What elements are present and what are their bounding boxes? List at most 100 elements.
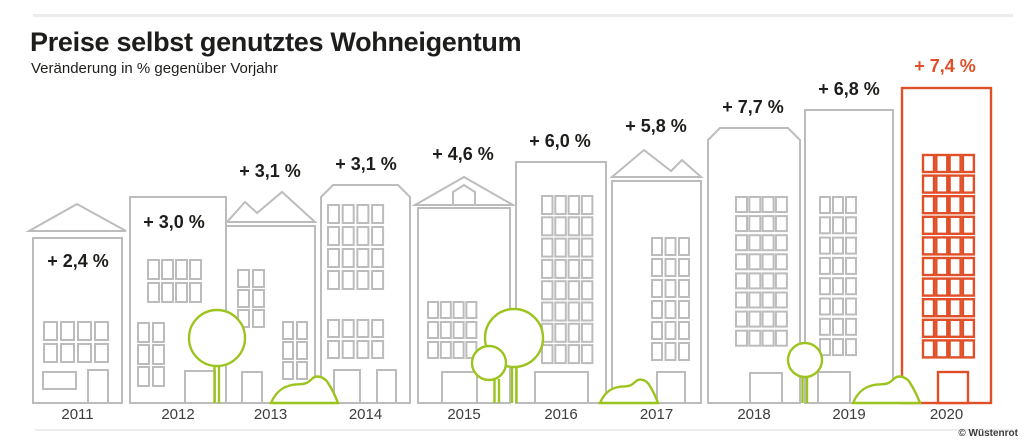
window-icon: [774, 234, 788, 252]
window-icon: [327, 340, 340, 359]
window-icon: [94, 343, 109, 363]
window-icon: [580, 344, 594, 365]
window-icon: [371, 248, 385, 268]
window-icon: [761, 234, 775, 252]
window-icon: [567, 322, 581, 343]
window-icon: [580, 195, 594, 215]
window-icon: [819, 317, 831, 336]
door-icon: [656, 371, 686, 404]
window-icon: [819, 236, 831, 255]
window-icon: [580, 258, 594, 279]
window-icon: [356, 340, 370, 359]
window-icon: [327, 270, 340, 290]
building-2018: [707, 127, 801, 404]
door-icon: [817, 371, 851, 404]
building-2014: [320, 184, 411, 404]
window-icon: [252, 269, 265, 288]
window-icon: [296, 341, 308, 360]
window-icon: [356, 270, 370, 290]
window-icon: [327, 248, 340, 268]
value-label-2015: + 4,6 %: [432, 144, 494, 164]
window-icon: [761, 291, 775, 309]
window-icon: [43, 321, 58, 341]
tree-icon: [187, 308, 247, 368]
window-icon: [341, 248, 355, 268]
window-icon: [580, 301, 594, 322]
window-icon: [371, 340, 385, 359]
window-icon: [237, 289, 250, 308]
window-icon: [735, 253, 748, 271]
window-icon: [961, 153, 976, 174]
window-icon: [341, 319, 355, 338]
window-icon: [921, 215, 936, 236]
window-icon: [465, 321, 478, 339]
window-icon: [819, 277, 831, 296]
window-icon: [664, 342, 677, 361]
window-icon: [77, 343, 92, 363]
window-icon: [237, 269, 250, 288]
window-icon: [774, 215, 788, 233]
value-label-2016: + 6,0 %: [529, 131, 591, 151]
window-icon: [921, 318, 936, 338]
window-icon: [77, 321, 92, 341]
window-icon: [748, 253, 762, 271]
window-icon: [845, 236, 857, 255]
window-icon: [921, 236, 936, 256]
window-icon: [651, 321, 663, 340]
window-icon: [748, 310, 762, 328]
value-label-2014: + 3,1 %: [335, 154, 397, 174]
window-icon: [921, 339, 936, 359]
window-icon: [948, 298, 962, 318]
window-icon: [832, 196, 844, 214]
window-icon: [948, 318, 962, 338]
window-icon: [567, 280, 581, 301]
window-icon: [832, 297, 844, 316]
window-icon: [948, 236, 962, 256]
door-icon: [936, 370, 970, 405]
window-icon: [60, 343, 75, 363]
window-icon: [961, 318, 976, 338]
year-label-2015: 2015: [447, 406, 480, 423]
building-2013: [224, 190, 318, 404]
door-icon: [376, 369, 397, 404]
window-icon: [832, 317, 844, 336]
window-icon: [541, 280, 554, 301]
window-icon: [327, 319, 340, 338]
window-icon: [935, 174, 949, 194]
bush-icon: [851, 375, 922, 405]
window-icon: [748, 272, 762, 290]
window-icon: [761, 329, 775, 347]
window-icon: [175, 259, 188, 280]
value-label-2020: + 7,4 %: [914, 56, 976, 76]
window-icon: [651, 300, 663, 319]
bush-icon: [598, 378, 660, 405]
greenery: [187, 307, 922, 405]
year-label-2012: 2012: [161, 406, 194, 423]
window-icon: [948, 277, 962, 297]
window-icon: [341, 204, 355, 224]
window-icon: [541, 344, 554, 365]
window-icon: [819, 216, 831, 235]
window-icon: [678, 342, 690, 361]
window-icon: [541, 216, 554, 237]
window-icon: [60, 321, 75, 341]
window-icon: [189, 259, 202, 280]
window-icon: [761, 215, 775, 233]
window-icon: [465, 301, 478, 319]
window-icon: [935, 318, 949, 338]
window-icon: [961, 174, 976, 194]
window-icon: [748, 234, 762, 252]
value-label-2013: + 3,1 %: [239, 161, 301, 181]
window-icon: [452, 321, 465, 339]
window-icon: [282, 361, 294, 380]
door-icon: [87, 369, 109, 404]
window-icon: [664, 321, 677, 340]
building-2011: [25, 202, 127, 404]
page-title: Preise selbst genutztes Wohneigentum: [30, 27, 522, 57]
window-icon: [651, 237, 663, 256]
value-label-2019: + 6,8 %: [818, 79, 880, 99]
page-subtitle: Veränderung in % gegenüber Vorjahr: [31, 60, 278, 77]
window-icon: [832, 338, 844, 357]
door-icon: [441, 371, 478, 404]
window-icon: [554, 322, 567, 343]
